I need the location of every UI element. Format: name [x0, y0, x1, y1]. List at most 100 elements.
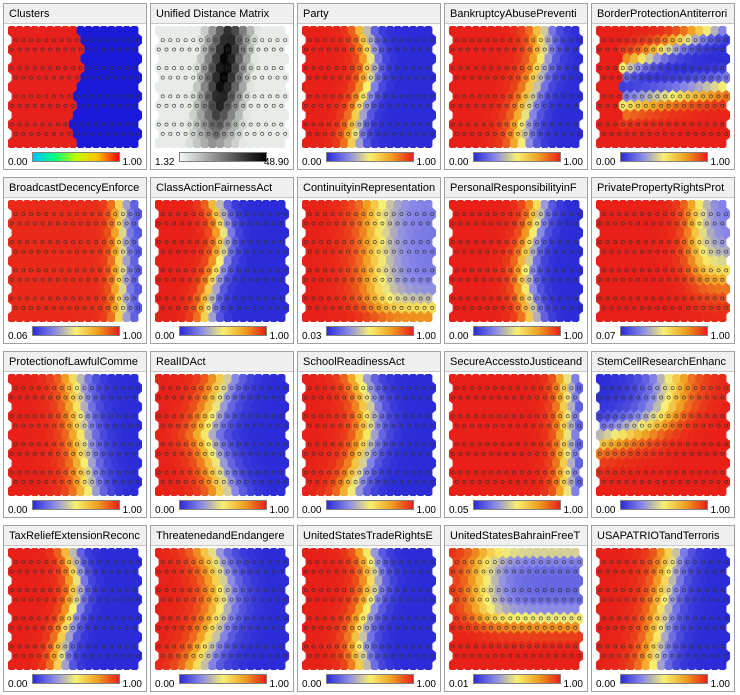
colorbar-max-label: 1.00	[416, 331, 436, 342]
component-plane-panel[interactable]: SchoolReadinessAct 0.00 1.00	[297, 351, 441, 518]
hit-marker	[191, 386, 196, 391]
hit-marker	[535, 451, 540, 456]
hit-marker	[640, 38, 644, 43]
hit-marker	[52, 442, 56, 447]
component-plane-panel[interactable]: Unified Distance Matrix 1.32 48.90	[150, 3, 294, 170]
som-hex-map[interactable]	[449, 200, 583, 322]
hit-marker	[323, 75, 327, 80]
som-hex-map[interactable]	[302, 26, 436, 148]
hit-marker	[82, 386, 87, 391]
hit-marker	[71, 414, 76, 419]
component-plane-panel[interactable]: Party 0.00 1.00	[297, 3, 441, 170]
hit-marker	[315, 480, 320, 484]
hit-marker	[13, 268, 18, 273]
component-plane-panel[interactable]: PersonalResponsibilityinF 0.00 1.00	[444, 177, 588, 344]
hit-marker	[415, 94, 419, 99]
hit-marker	[124, 122, 129, 127]
hit-marker	[101, 122, 106, 127]
hit-marker	[640, 249, 644, 254]
hit-marker	[523, 442, 528, 447]
som-hex-map[interactable]	[8, 200, 142, 322]
hit-marker	[179, 66, 184, 71]
component-plane-panel[interactable]: ProtectionofLawfulComme 0.00 1.00	[3, 351, 147, 518]
hit-marker	[617, 38, 621, 43]
hit-marker	[357, 414, 362, 419]
hit-marker	[508, 249, 513, 254]
hit-marker	[477, 38, 482, 43]
hit-marker	[176, 212, 180, 217]
hit-marker	[21, 132, 26, 136]
hit-marker	[674, 66, 679, 71]
hit-marker	[71, 395, 76, 400]
component-plane-panel[interactable]: RealIDAct 0.00 1.00	[150, 351, 294, 518]
hit-marker	[716, 38, 721, 43]
hit-marker	[670, 38, 675, 43]
som-hex-map[interactable]	[155, 200, 289, 322]
hit-marker	[29, 423, 33, 428]
hit-marker	[601, 38, 606, 43]
hit-marker	[237, 442, 242, 447]
hit-marker	[25, 221, 30, 226]
hit-marker	[349, 103, 354, 108]
hit-marker	[183, 132, 188, 136]
hit-marker	[36, 442, 41, 447]
component-plane-panel[interactable]: ClassActionFairnessAct 0.00 1.00	[150, 177, 294, 344]
hit-marker	[260, 442, 265, 447]
som-hex-map[interactable]	[155, 26, 289, 148]
hit-marker	[319, 66, 324, 71]
hit-marker	[466, 277, 471, 282]
hit-marker	[430, 306, 435, 310]
som-hex-map[interactable]	[302, 200, 436, 322]
hit-marker	[191, 94, 196, 99]
hit-marker	[554, 94, 559, 99]
hit-marker	[199, 386, 203, 391]
hit-marker	[25, 470, 30, 475]
som-hex-map[interactable]	[596, 200, 730, 322]
hit-marker	[128, 480, 133, 484]
hit-marker	[109, 414, 114, 419]
hit-marker	[191, 442, 196, 447]
hit-marker	[458, 470, 463, 475]
component-plane-panel[interactable]: Clusters 0.00 1.00	[3, 3, 147, 170]
component-plane-panel[interactable]: BankruptcyAbusePreventi 0.00 1.00	[444, 3, 588, 170]
hit-marker	[357, 470, 362, 475]
som-hex-map[interactable]	[155, 374, 289, 496]
som-hex-map[interactable]	[449, 374, 583, 496]
component-plane-panel[interactable]: BorderProtectionAntiterrori 0.00 1.00	[591, 3, 735, 170]
hit-marker	[493, 212, 497, 217]
hit-marker	[172, 221, 177, 226]
hit-marker	[237, 480, 242, 484]
hit-marker	[418, 414, 423, 419]
hit-marker	[422, 423, 427, 428]
hit-marker	[48, 296, 53, 301]
hit-marker	[565, 296, 570, 301]
hit-marker	[218, 395, 223, 400]
hit-marker	[9, 240, 14, 245]
hit-marker	[636, 122, 641, 127]
hit-marker	[709, 75, 713, 80]
hit-marker	[666, 47, 671, 52]
component-plane-panel[interactable]: PrivatePropertyRightsProt 0.07 1.00	[591, 177, 735, 344]
som-hex-map[interactable]	[8, 26, 142, 148]
hit-marker	[542, 277, 547, 282]
som-hex-map[interactable]	[8, 374, 142, 496]
component-plane-panel[interactable]: SecureAccesstoJusticeand 0.05 1.00	[444, 351, 588, 518]
som-hex-map[interactable]	[449, 26, 583, 148]
hit-marker	[458, 66, 463, 71]
hit-marker	[430, 75, 435, 80]
hit-marker	[248, 414, 253, 419]
component-plane-panel[interactable]: ContinuityinRepresentation 0.03 1.00	[297, 177, 441, 344]
hit-marker	[481, 296, 486, 301]
hit-marker	[395, 47, 400, 52]
som-hex-map[interactable]	[302, 374, 436, 496]
hit-marker	[369, 249, 373, 254]
som-hex-map[interactable]	[596, 26, 730, 148]
component-plane-panel[interactable]: BroadcastDecencyEnforce 0.06 1.00	[3, 177, 147, 344]
colorbar-min-label: 0.00	[8, 157, 28, 168]
panel-title: ProtectionofLawfulComme	[4, 352, 146, 372]
hit-marker	[508, 94, 513, 99]
hit-marker	[550, 277, 555, 282]
hit-marker	[670, 94, 675, 99]
hit-marker	[59, 268, 64, 273]
hit-marker	[67, 249, 72, 254]
